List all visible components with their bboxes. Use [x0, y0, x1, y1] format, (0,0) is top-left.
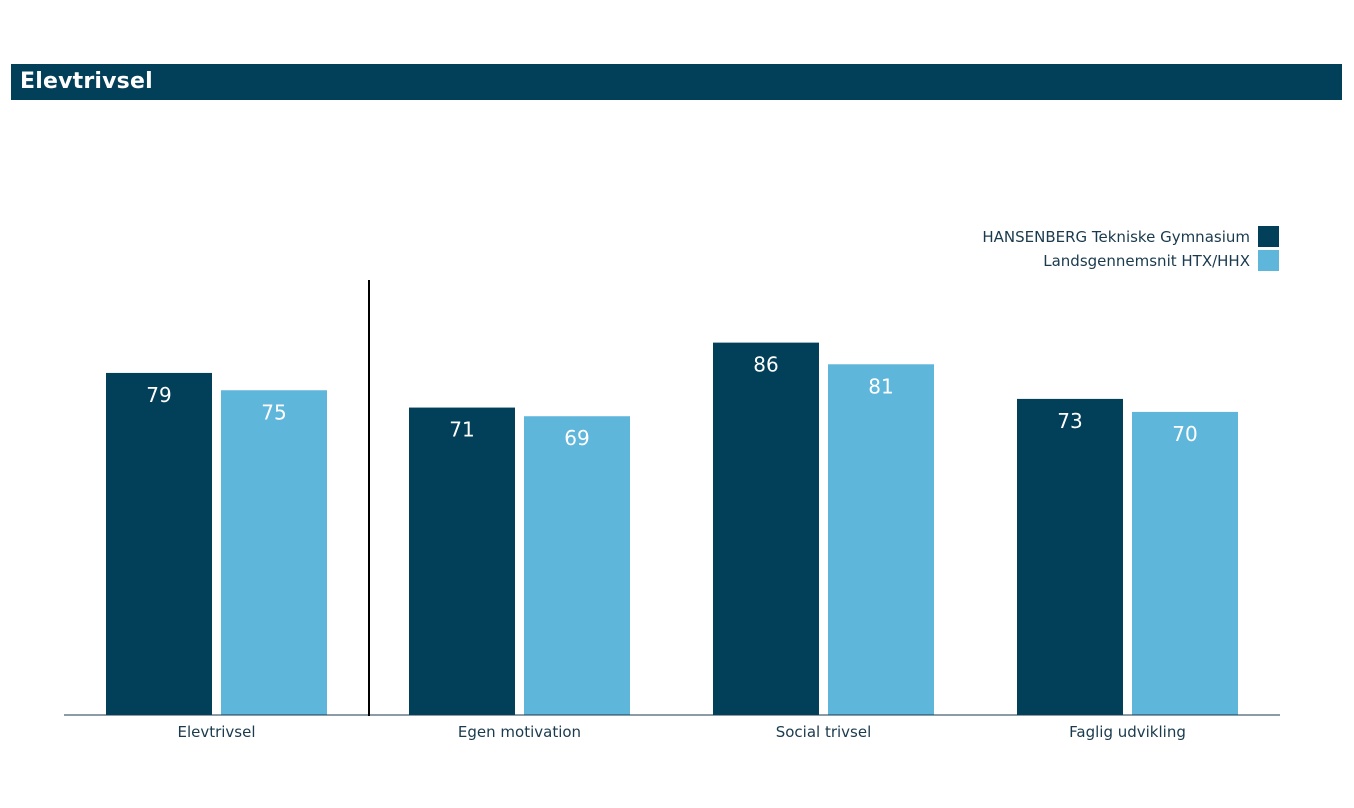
- legend-swatch: [1258, 226, 1279, 247]
- bar-value-label: 70: [1172, 422, 1197, 446]
- bar-value-label: 81: [868, 374, 893, 398]
- bar: [1132, 411, 1238, 715]
- chart-legend: HANSENBERG Tekniske Gymnasium Landsgenne…: [982, 225, 1279, 273]
- x-tick-label: Egen motivation: [458, 723, 581, 741]
- bar-value-label: 73: [1057, 409, 1082, 433]
- legend-label: HANSENBERG Tekniske Gymnasium: [982, 227, 1250, 246]
- bar-value-label: 86: [753, 353, 778, 377]
- bar-value-label: 71: [449, 418, 474, 442]
- bar: [713, 342, 819, 715]
- x-tick-label: Faglig udvikling: [1069, 723, 1186, 741]
- legend-swatch: [1258, 250, 1279, 271]
- bar: [828, 364, 934, 715]
- bar-value-label: 75: [261, 400, 286, 424]
- bar: [524, 416, 630, 715]
- page-title: Elevtrivsel: [20, 69, 153, 94]
- bar: [221, 390, 327, 715]
- bar: [106, 372, 212, 715]
- bar-value-label: 79: [146, 383, 171, 407]
- legend-item-hansenberg: HANSENBERG Tekniske Gymnasium: [982, 225, 1279, 248]
- legend-item-landsgennemsnit: Landsgennemsnit HTX/HHX: [982, 249, 1279, 272]
- x-tick-label: Elevtrivsel: [177, 723, 255, 741]
- title-bar: Elevtrivsel: [11, 64, 1342, 100]
- bar-value-label: 69: [564, 426, 589, 450]
- legend-label: Landsgennemsnit HTX/HHX: [1043, 251, 1250, 270]
- bar: [1017, 398, 1123, 715]
- bar: [409, 407, 515, 715]
- x-tick-label: Social trivsel: [776, 723, 872, 741]
